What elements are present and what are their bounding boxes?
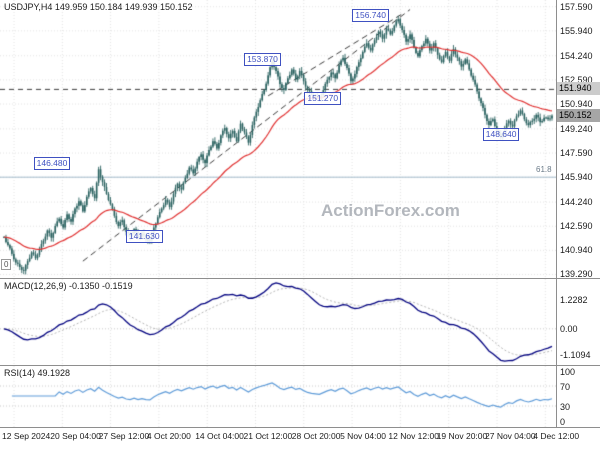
symbol-ohlc-header: USDJPY,H4 149.959 150.184 149.939 150.15… <box>4 2 193 12</box>
price-axis[interactable]: 157.590 155.940 154.240 152.590 150.940 149.2… <box>556 0 600 280</box>
price-annotation[interactable]: 156.740 <box>352 9 389 23</box>
time-tick-label: 28 Oct 20:00 <box>291 431 341 441</box>
price-tick-label: 152.590 <box>560 74 593 85</box>
time-tick-label: 12 Nov 12:00 <box>388 431 439 441</box>
macd-tick-label: 1.2282 <box>560 294 588 305</box>
price-tick-label: 140.940 <box>560 245 593 256</box>
time-tick-label: 20 Sep 04:00 <box>50 431 101 441</box>
price-annotation[interactable]: 151.270 <box>304 92 342 106</box>
price-tick-label: 155.940 <box>560 25 593 36</box>
macd-tick-label: -1.1094 <box>560 349 591 360</box>
rsi-panel: 100 70 30 0 RSI(14) 49.1928 <box>0 366 600 428</box>
time-tick-label: 19 Nov 20:00 <box>436 431 488 441</box>
rsi-tick-label: 30 <box>560 402 571 412</box>
main-chart-panel: 157.590 155.940 154.240 152.590 150.940 149.2… <box>0 0 600 279</box>
rsi-tick-label: 70 <box>560 382 571 392</box>
time-tick-label: 27 Nov 04:00 <box>485 431 536 441</box>
macd-canvas[interactable] <box>0 279 556 365</box>
price-tick-label: 142.590 <box>560 221 593 232</box>
time-tick-label: 4 Dec 12:00 <box>533 431 580 441</box>
rsi-canvas[interactable] <box>0 366 556 427</box>
price-tick-label: 154.240 <box>560 50 593 61</box>
price-annotation[interactable]: 153.870 <box>244 53 281 67</box>
macd-panel: 1.2282 0.00 -1.1094 MACD(12,26,9) -0.1350 … <box>0 279 600 366</box>
macd-tick-label: 0.00 <box>560 323 578 334</box>
fib-618-label: 61.8 <box>536 165 552 175</box>
rsi-axis[interactable]: 100 70 30 0 <box>556 366 600 427</box>
macd-label: MACD(12,26,9) -0.1350 -0.1519 <box>4 281 133 291</box>
price-tick-label: 144.240 <box>560 197 593 208</box>
time-tick-label: 5 Nov 04:00 <box>340 431 386 441</box>
price-tick-label: 149.240 <box>560 123 593 134</box>
time-tick-label: 14 Oct 04:00 <box>195 431 244 441</box>
price-tick-label: 145.940 <box>560 172 593 183</box>
price-annotation[interactable]: 141.630 <box>125 230 163 244</box>
level-price-tag: 151.940 <box>557 82 600 96</box>
rsi-label: RSI(14) 49.1928 <box>4 368 71 378</box>
rsi-tick-label: 0 <box>560 417 566 427</box>
time-tick-label: 4 Oct 20:00 <box>146 431 191 441</box>
price-tick-label: 150.940 <box>560 99 593 110</box>
rsi-tick-label: 100 <box>560 367 576 377</box>
time-tick-label: 21 Oct 12:00 <box>243 431 293 441</box>
price-tick-label: 139.290 <box>560 269 593 280</box>
time-tick-label: 27 Sep 12:00 <box>98 431 150 441</box>
price-tick-label: 157.590 <box>560 1 593 12</box>
time-tick-label: 12 Sep 2024 <box>2 431 51 441</box>
price-annotation[interactable]: 148.640 <box>482 127 520 141</box>
price-chart-canvas[interactable] <box>0 0 556 278</box>
fib-0-label: 0 <box>1 259 12 271</box>
price-annotation[interactable]: 146.480 <box>33 157 71 171</box>
macd-axis[interactable]: 1.2282 0.00 -1.1094 <box>556 279 600 365</box>
watermark: ActionForex.com <box>321 201 460 220</box>
time-axis[interactable]: 12 Sep 2024 20 Sep 04:00 27 Sep 12:00 4 Oct… <box>0 428 600 450</box>
current-price-tag: 150.152 <box>557 108 600 122</box>
price-tick-label: 147.590 <box>560 148 593 159</box>
